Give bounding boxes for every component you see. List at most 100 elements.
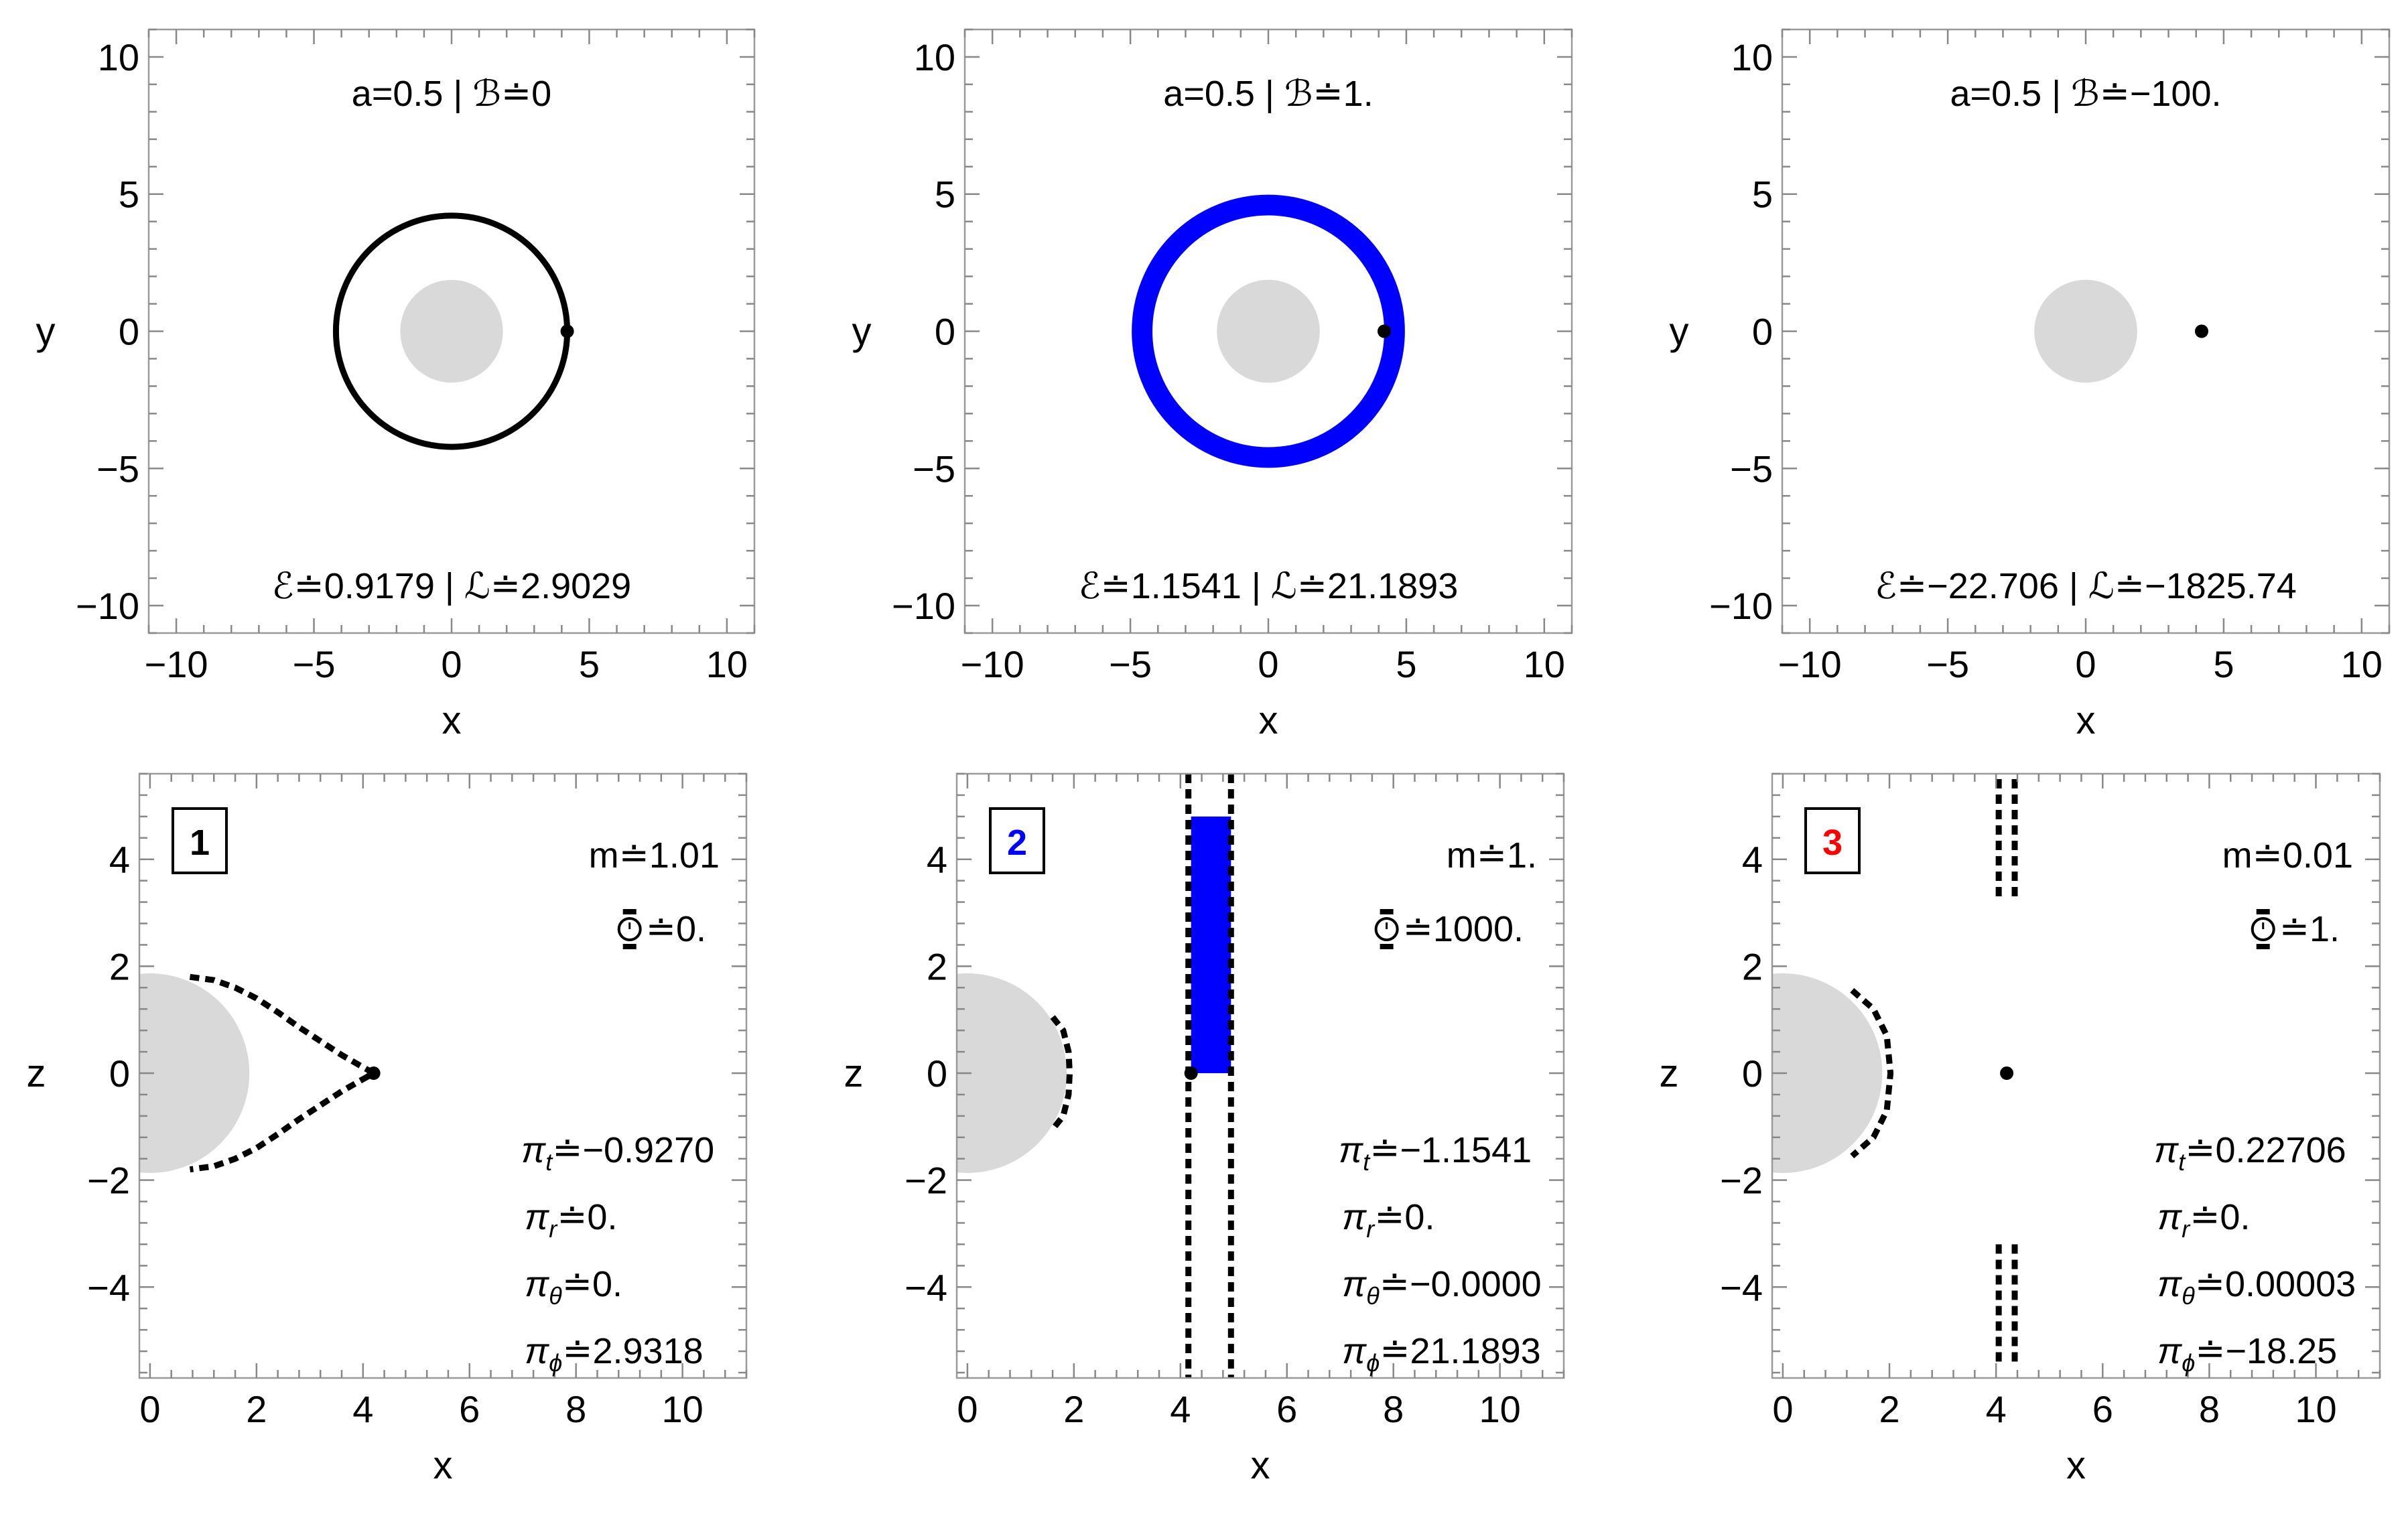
y-axis-label: y [36,310,56,354]
clock-bottom [1380,944,1394,949]
pi-subscript: ϕ [1366,1349,1380,1377]
zero-velocity-cap [1050,1015,1073,1131]
pi-symbol: π [2154,1130,2179,1170]
y-tick-label: 0 [1752,311,1773,353]
x-tick-label: 2 [246,1388,267,1430]
y-tick-label: 0 [1742,1052,1763,1095]
panel-number-box [1804,807,1861,874]
pi-value: ≐−0.0000 [1380,1264,1542,1304]
clock-face [1374,917,1399,941]
y-tick-label: 5 [935,174,955,216]
clock-top [2256,909,2270,914]
momentum-pth: πθ≐0. [525,1264,622,1310]
y-tick-label: 0 [119,311,139,353]
y-tick-label: −4 [1720,1266,1763,1308]
start-point [560,324,574,338]
y-tick-label: 2 [927,945,947,987]
horizon-half-disk [1772,973,1883,1173]
y-tick-label: −10 [1709,585,1773,627]
momentum-pt: πt≐0.22706 [2154,1130,2346,1176]
x-tick-label: 8 [565,1388,586,1430]
y-tick-label: 4 [109,839,130,881]
pi-subscript: r [2182,1215,2191,1243]
y-tick-label: 4 [1742,839,1763,881]
panel-title: a=0.5 | ℬ≐−100. [1950,74,2222,114]
panel-energy-momentum: ℰ≐−22.706 | ℒ≐−1825.74 [1875,566,2297,606]
pi-symbol: π [2157,1331,2182,1371]
pi-subscript: r [1366,1215,1376,1243]
panel-number: 1 [190,823,210,863]
y-tick-label: 0 [927,1052,947,1095]
x-tick-label: 0 [1258,643,1278,685]
x-tick-label: −10 [961,643,1024,685]
clock-icon [2251,909,2275,949]
panel-energy-momentum: ℰ≐0.9179 | ℒ≐2.9029 [272,566,631,606]
plot-area [139,973,381,1173]
x-tick-label: 5 [2213,643,2234,685]
x-tick-label: 0 [1772,1388,1793,1430]
plot-area [332,212,574,450]
start-point [2194,324,2208,338]
pi-symbol: π [525,1331,549,1371]
horizon-half-disk [139,973,250,1173]
pi-value: ≐0.22706 [2185,1130,2346,1170]
orbit-band [1191,816,1231,1074]
plot-area [1772,778,2018,1368]
pi-value: ≐0. [557,1197,617,1237]
y-axis-label: z [844,1052,864,1095]
y-tick-label: 0 [109,1052,130,1095]
y-tick-label: −2 [87,1160,130,1202]
x-tick-label: 0 [2075,643,2096,685]
x-axis-label: x [442,699,462,742]
y-tick-label: −4 [87,1266,130,1308]
x-tick-label: 10 [1524,643,1565,685]
y-tick-label: −5 [96,447,139,490]
x-tick-label: −5 [293,643,336,685]
pi-value: ≐−0.9270 [552,1130,714,1170]
pi-value: ≐−18.25 [2195,1331,2337,1371]
horizon-disk [400,279,503,383]
y-tick-label: −5 [913,447,955,490]
clock-face [617,917,642,941]
zero-velocity-cap [1850,987,1894,1159]
pi-symbol: π [2157,1264,2182,1304]
x-tick-label: 4 [1170,1388,1191,1430]
y-axis-label: y [1670,310,1689,354]
mass-parameter: m≐1. [1447,835,1537,876]
pi-subscript: ϕ [549,1349,562,1377]
y-tick-label: −2 [1720,1160,1763,1202]
mass-parameter: m≐1.01 [589,835,720,876]
orbit-band [1132,194,1405,468]
pi-value: ≐0. [1374,1197,1434,1237]
x-tick-label: 10 [2341,643,2383,685]
pi-symbol: π [1342,1331,1367,1371]
plot-area [2034,279,2208,383]
panel-top-left: −10 −5 0 5 10 −10 −5 0 5 10 x y a=0.5 | ℬ≐0 ℰ≐0.9179 … [36,28,756,742]
y-tick-label: 2 [1742,945,1763,987]
pi-symbol: π [525,1197,549,1237]
x-tick-label: 0 [139,1388,160,1430]
clock-bottom [2256,944,2270,949]
x-tick-label: 6 [2092,1388,2113,1430]
y-axis-label: z [1660,1052,1679,1095]
y-axis-label: z [27,1052,46,1095]
pi-symbol: π [1339,1130,1363,1170]
x-tick-label: 4 [352,1388,373,1430]
pi-value: ≐0. [2190,1197,2250,1237]
clock-bottom [622,944,637,949]
y-axis-label: y [852,310,872,354]
x-tick-label: 4 [1986,1388,2007,1430]
pi-symbol: π [2157,1197,2182,1237]
plot-frame [1771,772,2381,1379]
panel-number-box [989,807,1045,874]
pi-symbol: π [525,1264,549,1304]
plot-frame [955,772,1565,1379]
clock-icon [1374,909,1399,949]
y-tick-label: 2 [109,945,130,987]
plot-area [957,774,1234,1378]
horizon-disk [1217,279,1320,383]
y-tick-label: 0 [935,311,955,353]
momentum-pth: πθ≐0.00003 [2157,1264,2356,1310]
